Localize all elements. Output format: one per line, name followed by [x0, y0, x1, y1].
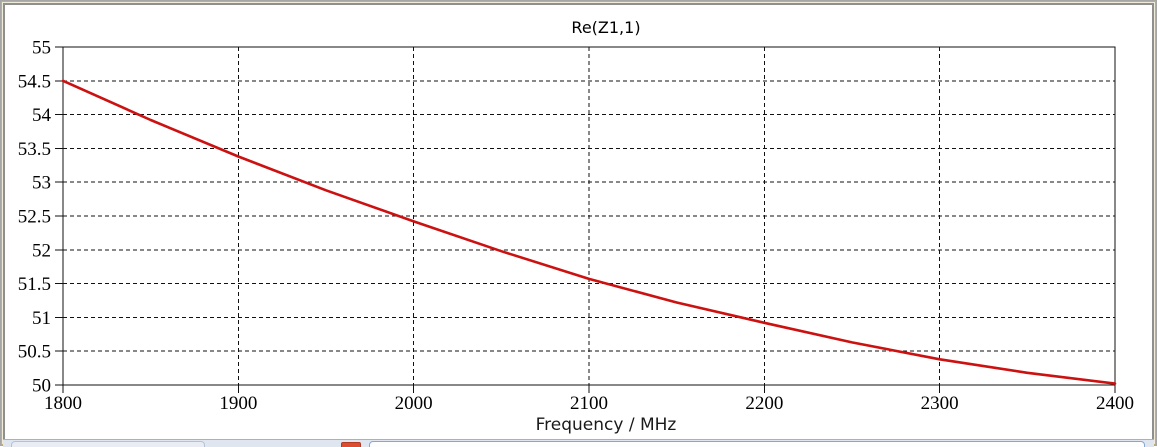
svg-text:2200: 2200 [745, 393, 783, 414]
svg-text:55: 55 [32, 38, 51, 59]
chart-title: Re(Z1,1) [571, 18, 640, 37]
y-tick-labels: 50 50.5 51 51.5 52 52.5 53 53.5 54 54.5 55 [18, 38, 52, 397]
plot-canvas[interactable] [5, 5, 1152, 441]
svg-text:1900: 1900 [219, 393, 257, 414]
x-axis-label: Frequency / MHz [536, 415, 677, 435]
svg-text:53.5: 53.5 [18, 139, 51, 160]
bottom-tab-active[interactable] [369, 441, 1145, 447]
svg-text:51.5: 51.5 [18, 274, 51, 295]
trace-Re(Z1,1)[interactable] [61, 79, 1117, 385]
svg-text:2100: 2100 [570, 393, 608, 414]
axis-ticks [55, 46, 1116, 393]
svg-text:54: 54 [32, 105, 52, 126]
svg-text:52.5: 52.5 [18, 207, 51, 228]
red-tab-icon[interactable] [341, 442, 361, 447]
plot-frame[interactable] [62, 46, 1116, 386]
svg-text:50: 50 [32, 376, 51, 397]
svg-text:2400: 2400 [1096, 393, 1134, 414]
svg-text:50.5: 50.5 [18, 342, 51, 363]
svg-text:2000: 2000 [395, 393, 433, 414]
svg-text:1800: 1800 [44, 393, 82, 414]
svg-text:51: 51 [32, 308, 51, 329]
bottom-tab-left[interactable] [11, 441, 205, 447]
gridlines [63, 47, 1115, 385]
svg-text:54.5: 54.5 [18, 71, 51, 92]
svg-text:53: 53 [32, 173, 51, 194]
x-tick-labels: 1800 1900 2000 2100 2200 2300 2400 [44, 393, 1134, 414]
svg-text:2300: 2300 [921, 393, 959, 414]
svg-text:52: 52 [32, 240, 51, 261]
